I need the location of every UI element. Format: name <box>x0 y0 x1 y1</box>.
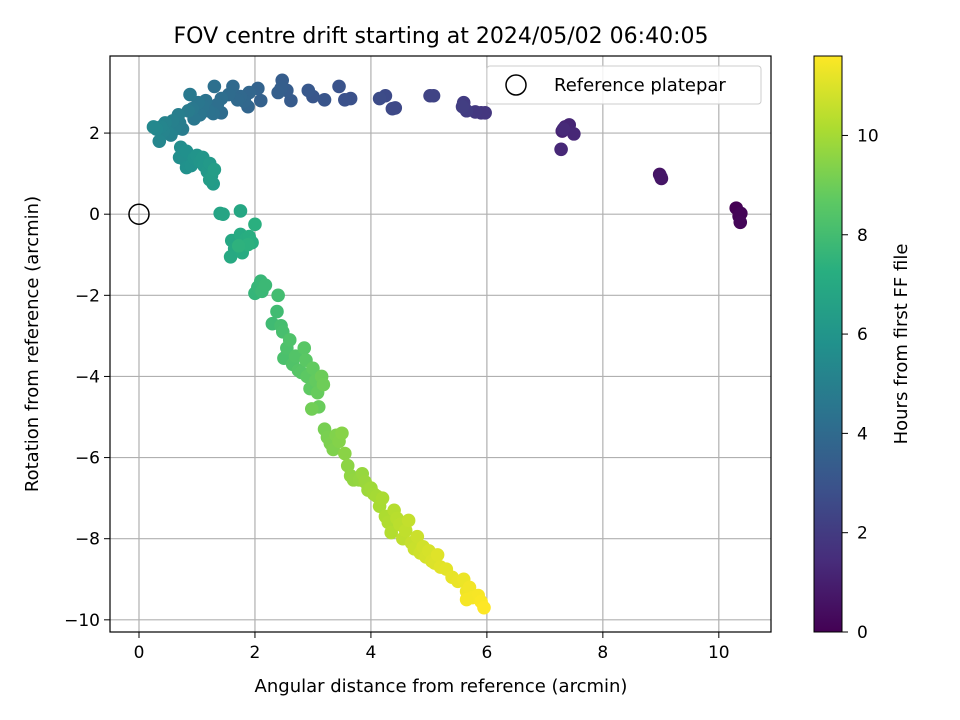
data-point <box>459 592 474 607</box>
x-tick-label: 6 <box>481 643 492 663</box>
legend-marker-reference <box>505 74 527 96</box>
reference-platepar-marker <box>128 203 150 225</box>
data-point <box>478 105 492 120</box>
data-point <box>216 207 230 221</box>
data-point <box>430 548 445 562</box>
axes-frame <box>109 55 772 633</box>
data-point <box>207 162 222 177</box>
data-point <box>401 513 416 528</box>
colorbar-label: Hours from first FF file <box>891 244 912 445</box>
data-point <box>335 426 349 441</box>
plot-area: 0 2 4 6 8 10 −10 −8 −6 −4 −2 0 2 <box>64 55 772 663</box>
data-point <box>152 134 167 148</box>
data-point <box>385 101 400 116</box>
x-tick-label: 10 <box>708 643 730 663</box>
data-point <box>384 525 399 540</box>
y-tick-label: −2 <box>75 286 100 306</box>
colorbar-gradient <box>813 55 843 633</box>
colorbar: 0 2 4 6 8 10 Hours from first FF file <box>813 55 912 643</box>
x-axis-label: Angular distance from reference (arcmin) <box>255 676 628 697</box>
y-tick-label: 0 <box>89 205 100 225</box>
colorbar-tick-label: 2 <box>857 524 868 544</box>
data-point <box>271 85 285 100</box>
data-point <box>317 93 332 107</box>
chart-title: FOV centre drift starting at 2024/05/02 … <box>174 24 709 49</box>
data-point <box>223 249 238 264</box>
grid <box>110 56 771 632</box>
data-point <box>270 304 284 319</box>
legend-label-reference: Reference platepar <box>554 75 726 96</box>
data-point <box>202 172 217 187</box>
y-axis-ticks: −10 −8 −6 −4 −2 0 2 <box>64 124 110 631</box>
data-point <box>372 91 387 106</box>
data-point <box>338 446 352 461</box>
data-point <box>316 377 331 392</box>
reference-marker-layer <box>128 203 150 225</box>
data-point <box>297 341 312 355</box>
data-point <box>282 333 297 347</box>
x-tick-label: 4 <box>366 643 377 663</box>
data-point <box>375 491 390 505</box>
data-points <box>146 73 748 615</box>
data-point <box>233 204 248 218</box>
legend: Reference platepar <box>486 65 762 105</box>
data-point <box>248 217 262 232</box>
data-point <box>304 402 319 416</box>
data-point <box>654 170 668 184</box>
y-axis-label: Rotation from reference (arcmin) <box>22 196 43 492</box>
data-point <box>733 215 748 230</box>
data-point <box>556 122 571 136</box>
legend-box <box>486 65 762 105</box>
y-tick-label: −4 <box>75 367 100 387</box>
data-point <box>332 79 346 94</box>
colorbar-tick-label: 6 <box>857 325 868 345</box>
colorbar-ticks: 0 2 4 6 8 10 <box>842 126 879 643</box>
data-point <box>146 120 161 134</box>
data-point <box>207 79 222 94</box>
colorbar-tick-label: 4 <box>857 424 868 444</box>
data-point <box>306 361 320 376</box>
y-tick-label: 2 <box>89 124 100 144</box>
data-point <box>301 83 316 98</box>
colorbar-tick-label: 10 <box>857 126 879 146</box>
x-tick-label: 0 <box>134 643 145 663</box>
colorbar-tick-label: 0 <box>857 623 868 643</box>
x-tick-label: 8 <box>597 643 608 663</box>
data-point <box>271 288 285 303</box>
data-point <box>477 600 491 615</box>
data-point <box>288 349 303 363</box>
x-tick-label: 2 <box>250 643 261 663</box>
y-tick-label: −6 <box>75 449 100 469</box>
data-point <box>410 529 425 544</box>
colorbar-tick-label: 8 <box>857 226 868 246</box>
data-point <box>253 93 268 108</box>
data-point <box>426 88 441 103</box>
data-point <box>338 93 352 107</box>
data-point <box>455 99 470 114</box>
x-axis-ticks: 0 2 4 6 8 10 <box>134 632 730 663</box>
data-point <box>231 239 246 253</box>
data-point <box>554 142 568 157</box>
data-point <box>258 278 273 292</box>
y-tick-label: −8 <box>75 530 100 550</box>
data-point <box>183 87 197 102</box>
y-tick-label: −10 <box>64 611 100 631</box>
data-point <box>567 127 581 141</box>
